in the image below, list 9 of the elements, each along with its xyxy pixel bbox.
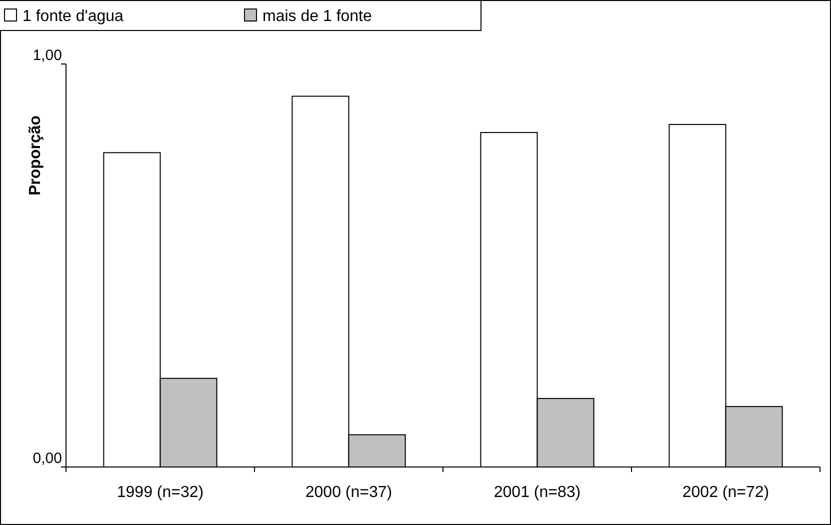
y-tick-label: 0,00 xyxy=(32,450,62,467)
x-tick-label: 2001 (n=83) xyxy=(494,484,581,501)
legend-label: mais de 1 fonte xyxy=(262,8,372,25)
x-tick-label: 2000 (n=37) xyxy=(305,484,392,501)
x-tick-label: 1999 (n=32) xyxy=(116,484,204,501)
y-tick-label: 1,00 xyxy=(32,47,62,64)
x-tick-label: 2002 (n=72) xyxy=(682,484,770,501)
y-axis-title: Proporção xyxy=(27,115,44,196)
legend-label: 1 fonte d'agua xyxy=(22,8,124,25)
